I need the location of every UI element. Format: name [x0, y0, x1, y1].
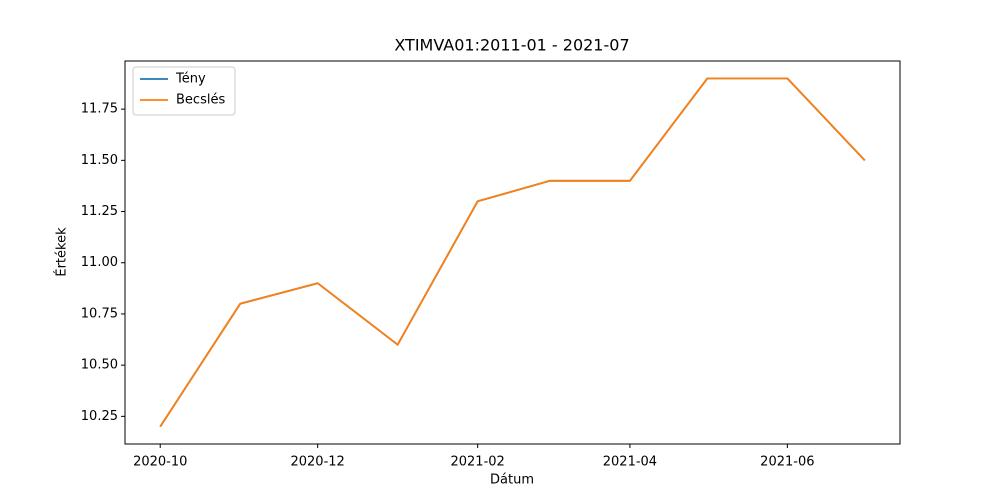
series-line — [159, 77, 866, 428]
y-tick-label: 11.25 — [81, 204, 118, 219]
series-line — [159, 77, 866, 428]
y-axis-label: Értékek — [54, 227, 70, 277]
legend-label: Tény — [175, 72, 206, 87]
x-tick-label: 2021-04 — [603, 455, 657, 470]
y-tick-label: 11.75 — [81, 102, 118, 117]
plot-frame — [124, 60, 901, 445]
legend-label: Becslés — [176, 93, 225, 108]
y-tick-label: 11.00 — [81, 255, 118, 270]
y-tick-label: 10.50 — [81, 358, 118, 373]
x-tick-label: 2020-12 — [290, 455, 344, 470]
y-tick-label: 11.50 — [81, 153, 118, 168]
y-tick-label: 10.25 — [81, 409, 118, 424]
chart-title: XTIMVA01:2011-01 - 2021-07 — [394, 36, 629, 55]
x-tick-label: 2020-10 — [133, 455, 187, 470]
y-tick-label: 10.75 — [81, 306, 118, 321]
x-tick-label: 2021-02 — [450, 455, 504, 470]
x-axis-label: Dátum — [490, 473, 534, 488]
x-tick-label: 2021-06 — [760, 455, 814, 470]
